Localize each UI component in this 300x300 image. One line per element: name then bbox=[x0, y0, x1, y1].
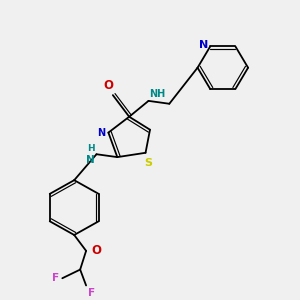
Text: O: O bbox=[103, 79, 113, 92]
Text: S: S bbox=[145, 158, 152, 168]
Text: F: F bbox=[88, 288, 95, 298]
Text: N: N bbox=[86, 155, 95, 165]
Text: NH: NH bbox=[149, 88, 165, 99]
Text: H: H bbox=[87, 144, 95, 153]
Text: O: O bbox=[92, 244, 101, 257]
Text: N: N bbox=[199, 40, 208, 50]
Text: F: F bbox=[52, 273, 59, 283]
Text: N: N bbox=[97, 128, 105, 138]
